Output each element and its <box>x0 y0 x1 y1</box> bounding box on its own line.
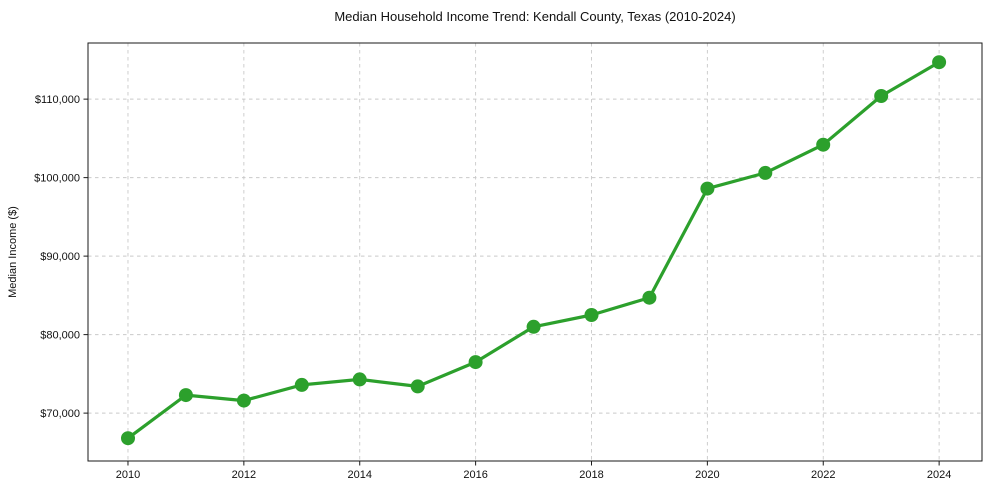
data-point-2015 <box>410 379 425 394</box>
x-tick-label: 2014 <box>347 469 371 481</box>
data-point-2017 <box>526 319 541 334</box>
y-tick-label: $90,000 <box>40 251 80 263</box>
plot-border <box>87 42 983 462</box>
chart-title: Median Household Income Trend: Kendall C… <box>334 9 735 24</box>
x-tick-label: 2024 <box>927 469 951 481</box>
data-point-2018 <box>584 308 599 322</box>
x-tick-label: 2018 <box>579 469 603 481</box>
data-point-2024 <box>932 55 947 70</box>
data-point-2020 <box>700 181 715 196</box>
x-tick-label: 2022 <box>811 469 835 481</box>
data-point-2021 <box>758 165 773 180</box>
data-point-2010 <box>121 431 135 446</box>
y-tick-label: $100,000 <box>34 172 80 184</box>
data-point-2022 <box>816 137 831 152</box>
data-point-2012 <box>236 393 251 408</box>
data-point-2014 <box>352 372 367 387</box>
plot-area: $70,000 $80,000 $90,000 $100,000 $110,000 201… <box>34 42 983 481</box>
x-tick-label: 2012 <box>232 469 256 481</box>
data-point-2023 <box>874 89 889 103</box>
data-point-2011 <box>178 388 193 403</box>
data-point-2013 <box>294 377 309 392</box>
y-axis-title: Median Income ($) <box>7 206 19 298</box>
data-point-2019 <box>642 290 657 305</box>
y-tick-label: $70,000 <box>40 408 80 420</box>
x-tick-label: 2016 <box>463 469 487 481</box>
data-point-2016 <box>468 355 483 370</box>
y-tick-label: $80,000 <box>40 329 80 341</box>
income-line-series <box>126 60 941 440</box>
y-tick-label: $110,000 <box>35 94 80 106</box>
x-tick-label: 2020 <box>695 469 719 481</box>
x-tick-label: 2010 <box>116 469 140 481</box>
